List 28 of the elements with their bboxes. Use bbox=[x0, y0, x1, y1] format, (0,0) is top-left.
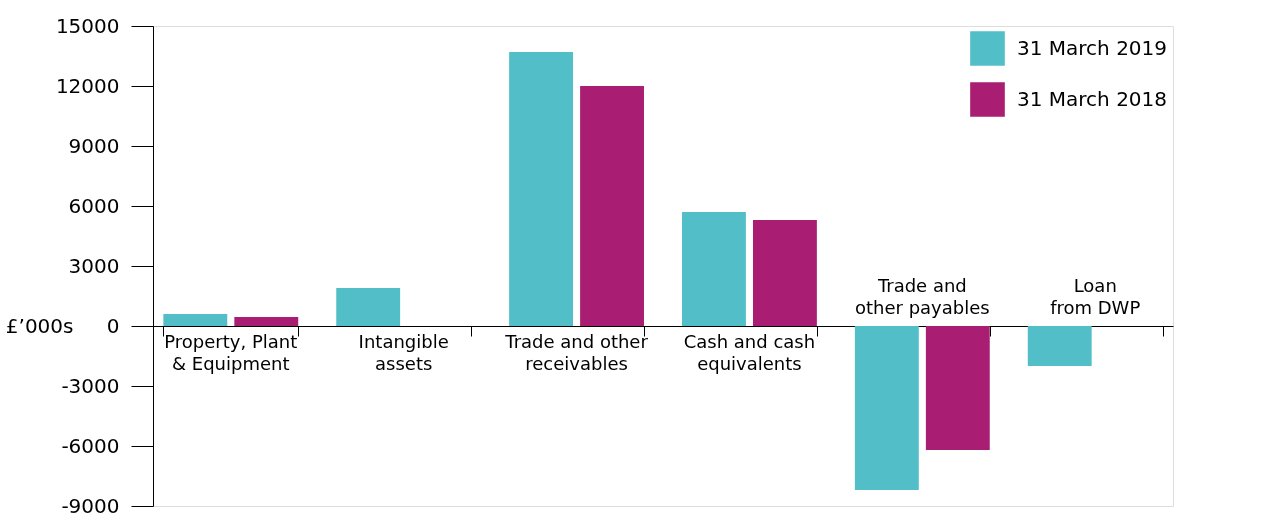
y-tick-label: 3000 bbox=[68, 253, 120, 278]
x-tick-label: Trade and other receivables bbox=[504, 331, 649, 374]
y-tick-label: 0 bbox=[106, 313, 120, 338]
bar bbox=[1027, 326, 1092, 366]
x-tick-label: Cash and cash equivalents bbox=[683, 331, 816, 374]
bar bbox=[234, 317, 299, 326]
bar bbox=[854, 326, 919, 490]
x-tick-label: Trade and other payables bbox=[854, 275, 990, 318]
bar bbox=[752, 220, 817, 326]
legend-label: 31 March 2019 bbox=[1017, 35, 1168, 60]
y-tick-label: 15000 bbox=[55, 13, 120, 38]
x-tick-label: Loan from DWP bbox=[1050, 275, 1141, 318]
x-tick-label: Property, Plant & Equipment bbox=[164, 331, 298, 374]
x-tick-label: Intangible assets bbox=[358, 331, 449, 374]
y-tick-label: -6000 bbox=[61, 433, 120, 458]
y-tick-label: -3000 bbox=[61, 373, 120, 398]
bar bbox=[580, 86, 644, 326]
y-tick-label: 9000 bbox=[68, 133, 120, 158]
y-tick-label: 12000 bbox=[55, 73, 120, 98]
y-tick-label: -9000 bbox=[61, 493, 120, 518]
y-tick-label: 6000 bbox=[68, 193, 120, 218]
legend-label: 31 March 2018 bbox=[1017, 86, 1168, 111]
bar bbox=[163, 314, 228, 326]
y-axis-title: £’000s bbox=[5, 313, 74, 338]
bar bbox=[682, 212, 746, 326]
bar bbox=[925, 326, 990, 450]
bar bbox=[336, 288, 401, 326]
bar bbox=[509, 52, 574, 326]
